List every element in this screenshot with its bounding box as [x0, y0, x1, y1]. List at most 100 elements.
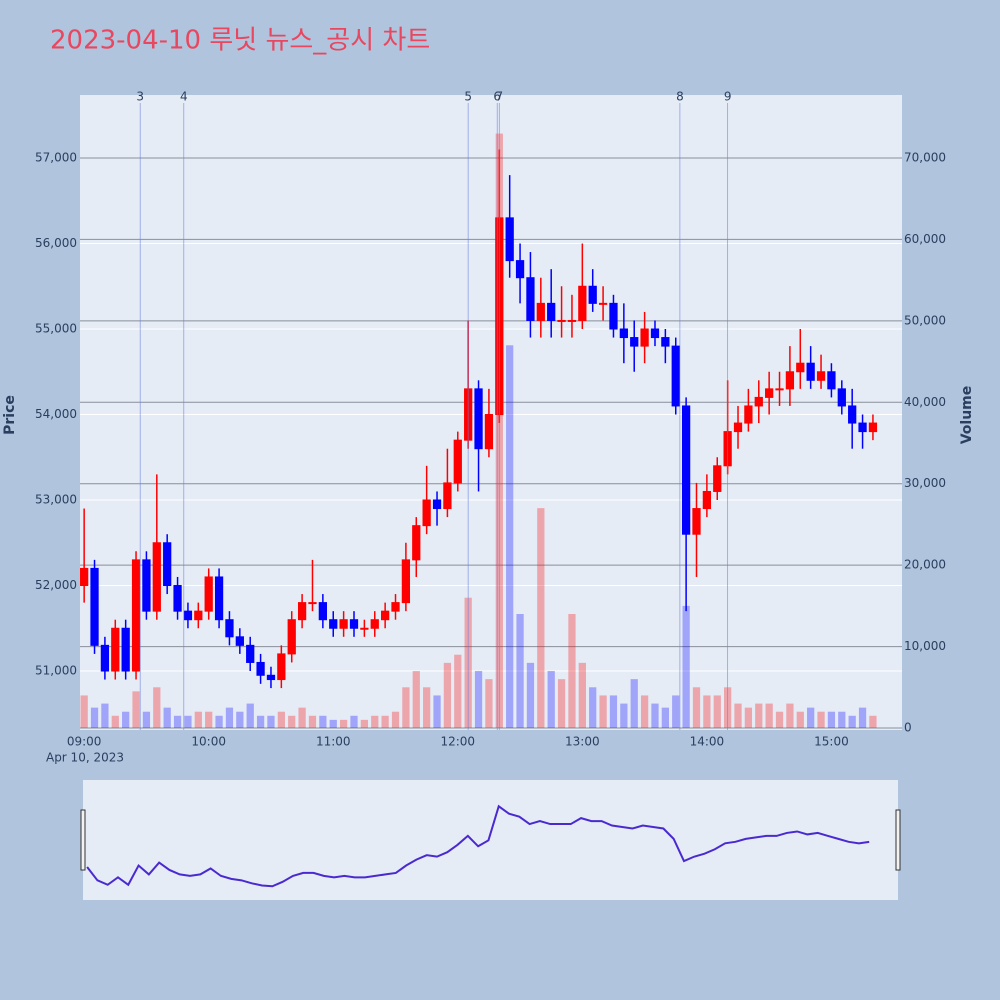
candle-body	[183, 610, 193, 621]
news-label: 5	[464, 90, 472, 104]
volume-bar	[703, 695, 711, 728]
volume-bar	[132, 691, 140, 728]
volume-bar	[454, 654, 462, 728]
mini-price-line	[86, 804, 870, 888]
volume-bar	[817, 711, 825, 728]
candle-body	[194, 610, 203, 621]
candle-body	[173, 585, 182, 612]
candle-body	[152, 542, 161, 612]
candle-body	[630, 337, 639, 347]
candle-body	[515, 260, 525, 279]
candle-body	[536, 302, 545, 321]
volume-bar	[547, 670, 555, 728]
volume-bar	[775, 711, 784, 728]
candle-body	[796, 362, 805, 373]
volume-bar	[319, 715, 327, 728]
volume-bar	[869, 715, 877, 728]
volume-bar	[433, 695, 441, 728]
x-date-label: Apr 10, 2023	[46, 751, 124, 765]
volume-bar	[796, 711, 804, 728]
volume-bar	[589, 687, 597, 728]
volume-bar	[288, 715, 296, 728]
candle-body	[806, 362, 815, 381]
volume-bar	[267, 715, 275, 728]
volume-bar	[153, 687, 161, 728]
news-label: 6	[493, 90, 501, 104]
candle-body	[681, 405, 691, 535]
y-tick-label: 52,000	[35, 578, 77, 592]
candle-body	[526, 277, 535, 321]
candle-body	[754, 396, 763, 407]
candle-body	[214, 576, 224, 621]
candle-body	[692, 508, 701, 535]
candle-body	[578, 285, 587, 321]
y2-tick-label: 30,000	[904, 476, 946, 490]
candle-body	[111, 627, 120, 672]
candle-body	[567, 319, 577, 322]
candle-body	[381, 610, 390, 621]
candle-body	[80, 567, 89, 587]
candle-body	[588, 285, 597, 304]
candle-body	[744, 405, 753, 424]
volume-bar	[609, 695, 618, 728]
slider-handle[interactable]	[80, 809, 86, 871]
volume-bar	[661, 707, 669, 728]
volume-bar	[516, 613, 524, 728]
candle-body	[733, 422, 743, 433]
candle-body	[868, 422, 878, 433]
candle-body	[453, 439, 462, 484]
candle-body	[235, 636, 244, 646]
volume-bar	[215, 715, 223, 728]
plot-area	[80, 95, 902, 730]
candle-body	[100, 644, 110, 672]
candle-body	[277, 653, 286, 681]
slider-handle[interactable]	[895, 809, 901, 871]
candle-body	[598, 302, 608, 305]
candle-body	[765, 388, 774, 398]
x-tick-label: 09:00	[67, 735, 102, 749]
y2-axis-title: Volume	[959, 386, 975, 445]
volume-bar	[225, 707, 234, 728]
volume-bar	[672, 695, 680, 728]
volume-bar	[506, 345, 514, 728]
x-tick-label: 13:00	[565, 735, 600, 749]
candle-body	[432, 499, 442, 510]
candle-body	[858, 422, 867, 433]
candle-body	[163, 542, 172, 587]
y2-tick-label: 50,000	[904, 313, 946, 327]
candle-body	[785, 371, 795, 390]
volume-bar	[786, 703, 794, 728]
volume-bar	[80, 695, 88, 728]
candle-body	[557, 319, 566, 322]
candle-body	[609, 302, 618, 330]
news-label: 3	[136, 90, 144, 104]
y2-tick-label: 10,000	[904, 639, 946, 653]
candle-body	[661, 337, 670, 347]
x-tick-label: 11:00	[316, 735, 351, 749]
news-label: 8	[676, 90, 684, 104]
volume-bar	[568, 613, 576, 728]
volume-bar	[277, 711, 285, 728]
candle-body	[401, 559, 411, 604]
candle-body	[474, 388, 483, 450]
y2-tick-label: 40,000	[904, 395, 946, 409]
volume-bar	[371, 715, 379, 728]
candle-body	[412, 525, 421, 561]
y-axis-title: Price	[2, 395, 18, 435]
volume-bar	[381, 715, 389, 728]
candle-body	[837, 388, 846, 407]
range-slider[interactable]	[83, 780, 898, 900]
candle-body	[246, 644, 255, 663]
volume-bar	[578, 662, 586, 728]
candle-body	[131, 559, 141, 672]
y-tick-label: 56,000	[35, 236, 77, 250]
volume-bar	[630, 679, 638, 728]
candle-body	[266, 674, 276, 681]
volume-bar	[391, 711, 400, 728]
y-tick-label: 54,000	[35, 407, 77, 421]
volume-bar	[339, 719, 348, 728]
volume-bar	[423, 687, 431, 728]
volume-bar	[485, 679, 493, 728]
y2-tick-label: 70,000	[904, 151, 946, 165]
